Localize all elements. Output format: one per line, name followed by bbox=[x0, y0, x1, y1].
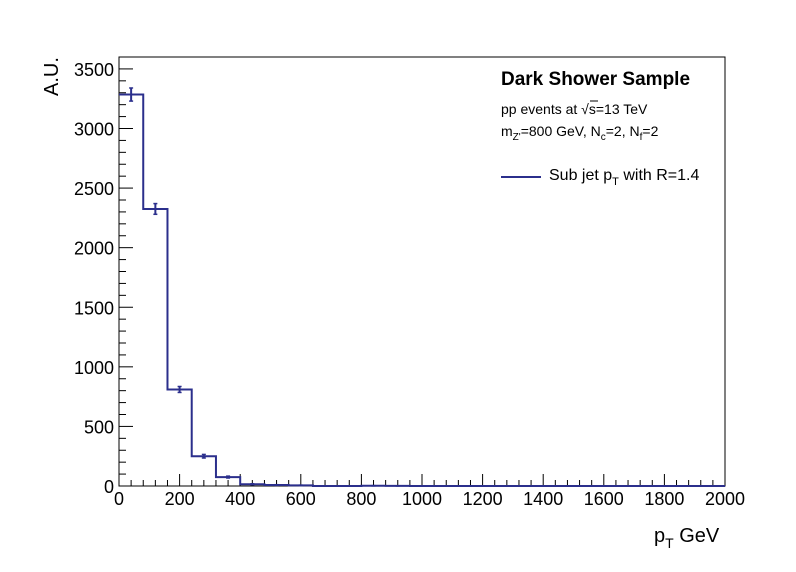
plot-frame bbox=[118, 56, 726, 487]
x-axis-title-suffix: GeV bbox=[674, 525, 720, 547]
legend-entry-label: Sub jet pT with R=1.4 bbox=[549, 167, 699, 188]
x-axis-title-subscript: T bbox=[665, 535, 674, 551]
x-axis-title-main: p bbox=[654, 525, 665, 547]
legend-title: Dark Shower Sample bbox=[501, 69, 690, 90]
x-axis-title: pT GeV bbox=[654, 525, 720, 551]
legend-line-energy-suffix: =13 TeV bbox=[596, 101, 648, 117]
y-tick-label: 3500 bbox=[74, 60, 114, 80]
legend-line-energy-prefix: pp events at bbox=[501, 101, 581, 117]
x-tick-label: 2000 bbox=[705, 489, 745, 509]
x-tick-label: 800 bbox=[346, 489, 376, 509]
y-tick-label: 500 bbox=[84, 417, 114, 437]
x-tick-label: 400 bbox=[225, 489, 255, 509]
legend: Dark Shower Sample pp events at √s=13 Te… bbox=[501, 69, 699, 188]
legend-sqrt-s: √s bbox=[581, 101, 596, 117]
histogram-series bbox=[119, 87, 725, 487]
x-tick-label: 1600 bbox=[584, 489, 624, 509]
legend-line-params: mZ'=800 GeV, Nc=2, Nf=2 bbox=[501, 123, 659, 143]
x-axis-tick-labels: 0 200 400 600 800 1000 1200 1400 1600 1800 2000 bbox=[114, 489, 745, 509]
x-tick-label: 1000 bbox=[402, 489, 442, 509]
x-tick-label: 1800 bbox=[644, 489, 684, 509]
y-tick-label: 0 bbox=[104, 477, 114, 497]
x-tick-label: 600 bbox=[286, 489, 316, 509]
x-tick-label: 1200 bbox=[463, 489, 503, 509]
y-tick-label: 1500 bbox=[74, 298, 114, 318]
y-tick-label: 2500 bbox=[74, 179, 114, 199]
y-tick-label: 3000 bbox=[74, 120, 114, 140]
legend-line-energy: pp events at √s=13 TeV bbox=[501, 101, 648, 117]
y-tick-label: 1000 bbox=[74, 358, 114, 378]
x-axis-ticks bbox=[118, 474, 726, 486]
y-axis-ticks bbox=[119, 56, 133, 487]
y-tick-label: 2000 bbox=[74, 239, 114, 259]
histogram-outline bbox=[119, 93, 725, 487]
y-axis-tick-labels: 0 500 1000 1500 2000 2500 3000 3500 bbox=[74, 60, 114, 497]
y-axis-title: A.U. bbox=[41, 57, 63, 96]
x-tick-label: 1400 bbox=[523, 489, 563, 509]
x-tick-label: 0 bbox=[114, 489, 124, 509]
x-tick-label: 200 bbox=[165, 489, 195, 509]
